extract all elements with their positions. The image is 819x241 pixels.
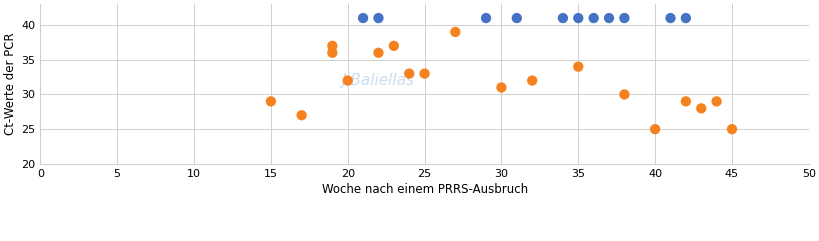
Positiv (387, 44, 400, 48)
Negativ (663, 16, 676, 20)
Positiv (325, 44, 338, 48)
Negativ (571, 16, 584, 20)
Positiv (295, 113, 308, 117)
Negativ (479, 16, 492, 20)
Negativ (372, 16, 385, 20)
Negativ (509, 16, 523, 20)
Positiv (571, 65, 584, 69)
Negativ (678, 16, 691, 20)
X-axis label: Woche nach einem PRRS-Ausbruch: Woche nach einem PRRS-Ausbruch (321, 183, 527, 196)
Positiv (694, 106, 707, 110)
Positiv (709, 100, 722, 103)
Positiv (418, 72, 431, 75)
Positiv (341, 79, 354, 82)
Positiv (372, 51, 385, 55)
Y-axis label: Ct-Werte der PCR: Ct-Werte der PCR (4, 33, 17, 135)
Positiv (617, 93, 630, 96)
Positiv (264, 100, 277, 103)
Positiv (725, 127, 738, 131)
Negativ (602, 16, 615, 20)
Negativ (356, 16, 369, 20)
Negativ (586, 16, 600, 20)
Positiv (402, 72, 415, 75)
Positiv (648, 127, 661, 131)
Positiv (325, 51, 338, 55)
Positiv (525, 79, 538, 82)
Positiv (448, 30, 461, 34)
Positiv (678, 100, 691, 103)
Negativ (617, 16, 630, 20)
Text: J Baliellas: J Baliellas (342, 73, 414, 88)
Positiv (494, 86, 507, 89)
Negativ (555, 16, 568, 20)
